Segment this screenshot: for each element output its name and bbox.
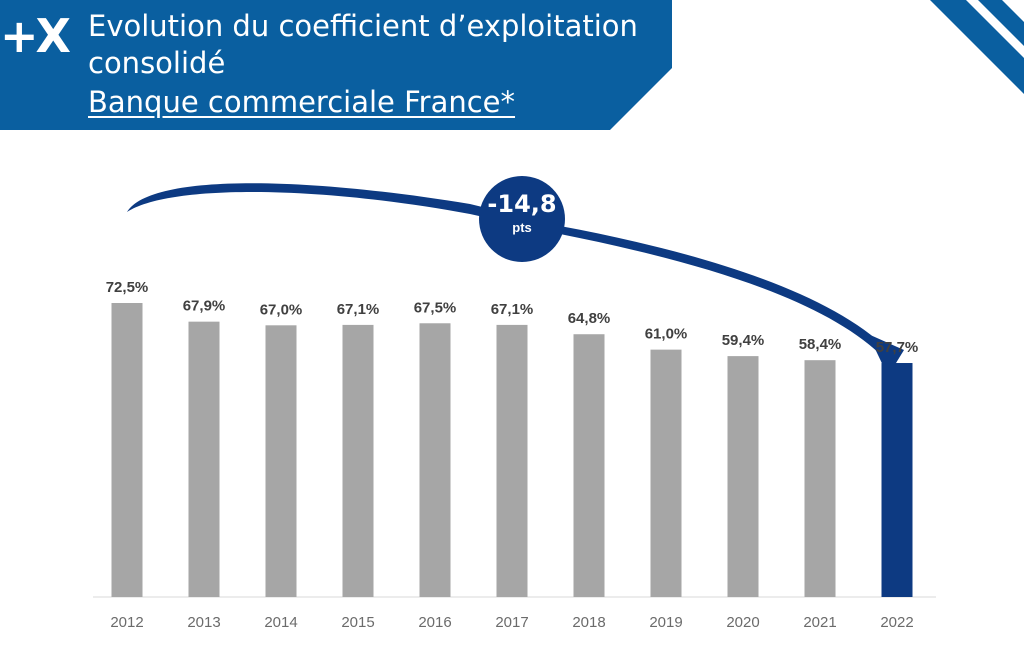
- data-label-2018: 64,8%: [568, 310, 611, 327]
- difference-badge-circle: [479, 176, 565, 262]
- brand-logo: +X: [0, 9, 71, 63]
- trend-arrow-head: [868, 334, 904, 376]
- data-label-2019: 61,0%: [645, 326, 688, 343]
- bar-2019: [650, 349, 682, 597]
- bar-series: 72,5% 2012 67,9% 2013 67,0% 2014 67,1% 2015 67,5…: [106, 279, 919, 631]
- data-label-2015: 67,1%: [337, 301, 380, 318]
- data-label-2020: 59,4%: [722, 332, 765, 349]
- bar-2013: [188, 321, 220, 597]
- x-tick-2013: 2013: [187, 614, 220, 631]
- x-tick-2019: 2019: [649, 614, 682, 631]
- bar-2022: [881, 363, 913, 597]
- bar-chart: -14,8 pts 72,5% 2012 67,9% 2013 67,0% 2014 67,…: [93, 176, 936, 631]
- bar-2021: [804, 360, 836, 597]
- bar-2014: [265, 325, 297, 597]
- page-title: Evolution du coefficient d’exploitation …: [88, 9, 638, 80]
- data-label-2016: 67,5%: [414, 299, 457, 316]
- x-tick-2015: 2015: [341, 614, 374, 631]
- x-tick-2017: 2017: [495, 614, 528, 631]
- banner-shape: [0, 0, 1024, 130]
- bar-2018: [573, 334, 605, 597]
- data-label-2012: 72,5%: [106, 279, 149, 296]
- difference-badge: -14,8 pts: [479, 176, 565, 262]
- x-tick-2018: 2018: [572, 614, 605, 631]
- banner-background: [0, 0, 672, 130]
- x-tick-2020: 2020: [726, 614, 759, 631]
- page-subtitle: Banque commerciale France*: [88, 85, 516, 119]
- data-label-2013: 67,9%: [183, 298, 226, 315]
- data-label-2014: 67,0%: [260, 301, 303, 318]
- bar-2015: [342, 324, 374, 597]
- header-banner: +X Evolution du coefficient d’exploitati…: [0, 0, 1024, 134]
- data-label-2017: 67,1%: [491, 301, 534, 318]
- bar-2017: [496, 324, 528, 597]
- x-tick-2022: 2022: [880, 614, 913, 631]
- data-label-2022: 57,7%: [876, 339, 919, 356]
- x-tick-2021: 2021: [803, 614, 836, 631]
- stripe-decoration-2: [978, 0, 1024, 46]
- bar-2016: [419, 323, 451, 597]
- stripe-decoration-1: [930, 0, 1024, 94]
- x-tick-2012: 2012: [110, 614, 143, 631]
- bar-2012: [111, 303, 143, 597]
- data-label-2021: 58,4%: [799, 336, 842, 353]
- bar-2020: [727, 356, 759, 597]
- x-tick-2016: 2016: [418, 614, 451, 631]
- x-tick-2014: 2014: [264, 614, 297, 631]
- difference-badge-unit: pts: [512, 220, 532, 235]
- difference-badge-value: -14,8: [487, 190, 556, 218]
